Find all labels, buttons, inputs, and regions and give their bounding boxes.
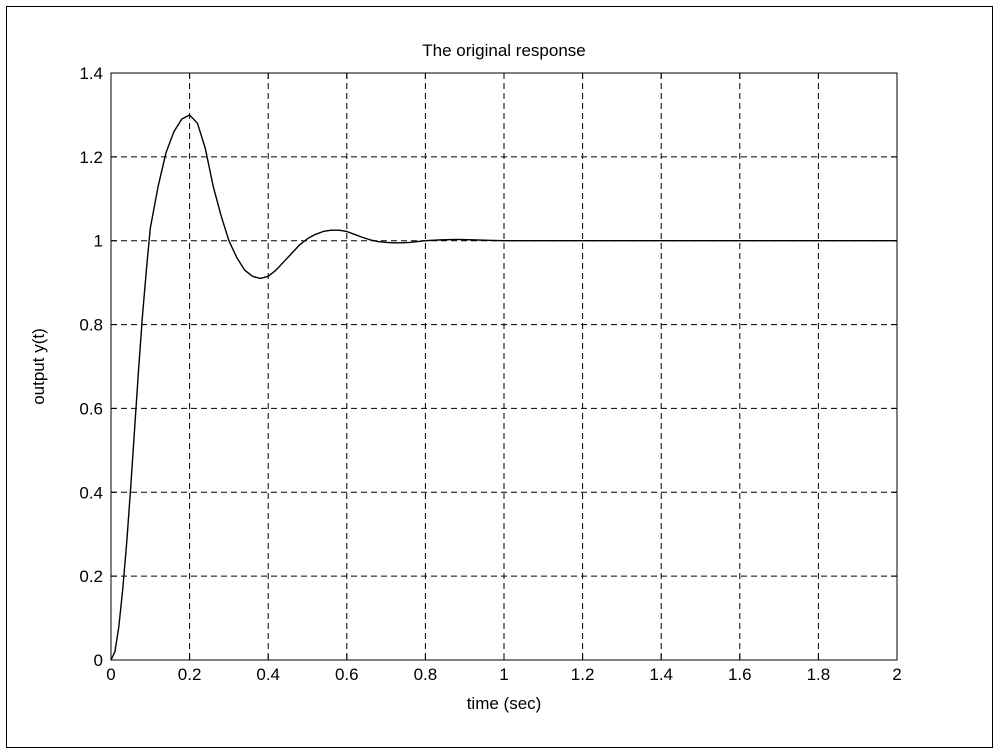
- y-tick-label: 0: [94, 651, 103, 670]
- y-tick-label: 1: [94, 232, 103, 251]
- x-axis-label: time (sec): [467, 694, 542, 713]
- plot-area-border: [110, 72, 898, 661]
- x-tick-label: 1.8: [807, 665, 831, 684]
- y-tick-label: 0.2: [79, 567, 103, 586]
- y-tick-label: 0.4: [79, 483, 103, 502]
- x-tick-label: 1: [499, 665, 508, 684]
- chart-title: The original response: [422, 41, 585, 60]
- x-tick-label: 0.6: [335, 665, 359, 684]
- grid-lines: [111, 73, 897, 660]
- y-axis-label: output y(t): [29, 328, 48, 405]
- x-tick-label: 1.2: [571, 665, 595, 684]
- y-tick-label: 0.8: [79, 316, 103, 335]
- x-tick-label: 0.2: [178, 665, 202, 684]
- x-tick-label: 0.8: [414, 665, 438, 684]
- x-tick-label: 1.6: [728, 665, 752, 684]
- x-tick-label: 0: [106, 665, 115, 684]
- x-tick-label: 0.4: [256, 665, 280, 684]
- response-line: [110, 114, 897, 661]
- figure-frame: [6, 6, 993, 748]
- y-tick-label: 1.4: [79, 64, 103, 83]
- x-tick-label: 2: [892, 665, 901, 684]
- x-tick-label: 1.4: [649, 665, 673, 684]
- y-tick-label: 1.2: [79, 148, 103, 167]
- y-tick-label: 0.6: [79, 399, 103, 418]
